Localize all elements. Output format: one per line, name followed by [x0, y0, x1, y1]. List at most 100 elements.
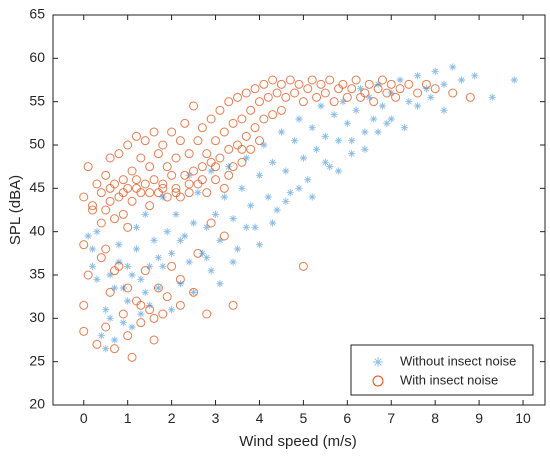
data-point-with-insect-noise [105, 183, 115, 193]
data-point-without-insect-noise [510, 76, 518, 84]
data-point-with-insect-noise [386, 79, 396, 89]
x-tick-label: 2 [168, 410, 176, 426]
y-tick-label: 25 [29, 352, 45, 368]
data-point-with-insect-noise [149, 175, 159, 185]
data-point-with-insect-noise [193, 136, 203, 146]
data-point-with-insect-noise [316, 79, 326, 89]
data-point-without-insect-noise [290, 137, 299, 145]
data-point-with-insect-noise [118, 188, 128, 198]
data-point-with-insect-noise [373, 84, 383, 94]
data-point-with-insect-noise [206, 114, 216, 124]
data-point-with-insect-noise [171, 188, 181, 198]
y-tick-label: 55 [29, 92, 45, 108]
x-tick-label: 8 [431, 410, 439, 426]
data-point-with-insect-noise [193, 248, 203, 258]
data-point-without-insect-noise [387, 115, 395, 123]
data-point-with-insect-noise [96, 188, 106, 198]
data-point-with-insect-noise [430, 84, 440, 94]
data-point-without-insect-noise [348, 137, 356, 145]
data-point-without-insect-noise [132, 245, 141, 253]
data-point-without-insect-noise [154, 284, 163, 292]
data-point-without-insect-noise [84, 232, 92, 240]
data-point-without-insect-noise [471, 72, 479, 80]
data-point-without-insect-noise [277, 128, 286, 136]
data-point-with-insect-noise [92, 339, 102, 349]
data-point-with-insect-noise [123, 331, 133, 341]
data-point-without-insect-noise [110, 336, 119, 344]
data-point-without-insect-noise [247, 202, 255, 210]
x-tick-label: 9 [475, 410, 483, 426]
data-point-without-insect-noise [400, 124, 409, 132]
y-tick-label: 45 [29, 179, 45, 195]
data-point-with-insect-noise [215, 105, 225, 115]
data-point-without-insect-noise [255, 241, 264, 249]
data-point-with-insect-noise [96, 218, 106, 228]
data-point-with-insect-noise [360, 88, 370, 98]
data-point-with-insect-noise [162, 192, 172, 202]
data-point-with-insect-noise [241, 88, 251, 98]
data-point-without-insect-noise [167, 306, 176, 314]
x-tick-label: 1 [124, 410, 132, 426]
data-point-with-insect-noise [268, 110, 278, 120]
data-point-without-insect-noise [413, 72, 422, 80]
data-point-with-insect-noise [140, 136, 150, 146]
legend: Without insect noise With insect noise [350, 344, 534, 396]
data-point-with-insect-noise [105, 153, 115, 163]
data-point-with-insect-noise [145, 201, 155, 211]
data-point-without-insect-noise [154, 254, 163, 262]
data-point-with-insect-noise [105, 196, 115, 206]
data-point-without-insect-noise [255, 171, 264, 179]
data-point-without-insect-noise [115, 241, 123, 249]
data-point-with-insect-noise [395, 84, 405, 94]
data-point-with-insect-noise [175, 192, 185, 202]
data-point-without-insect-noise [141, 210, 149, 218]
data-point-with-insect-noise [197, 162, 207, 172]
data-point-without-insect-noise [268, 219, 277, 227]
x-tick-label: 6 [343, 410, 351, 426]
data-point-without-insect-noise [273, 206, 281, 214]
legend-box [350, 344, 534, 396]
data-point-with-insect-noise [347, 84, 357, 94]
data-point-with-insect-noise [224, 170, 234, 180]
data-point-without-insect-noise [141, 288, 149, 296]
data-point-with-insect-noise [145, 188, 155, 198]
data-point-with-insect-noise [254, 136, 264, 146]
data-point-with-insect-noise [123, 140, 133, 150]
data-point-with-insect-noise [197, 123, 207, 133]
data-point-with-insect-noise [294, 79, 304, 89]
y-tick-label: 35 [29, 266, 45, 282]
data-point-without-insect-noise [203, 254, 211, 262]
data-point-with-insect-noise [101, 244, 111, 254]
data-point-with-insect-noise [167, 170, 177, 180]
y-tick-label: 30 [29, 309, 45, 325]
data-point-without-insect-noise [233, 245, 242, 253]
data-point-without-insect-noise [383, 119, 391, 127]
data-point-without-insect-noise [189, 219, 198, 227]
data-point-with-insect-noise [189, 101, 199, 111]
legend-label-with-insect-noise: With insect noise [400, 372, 498, 387]
data-point-with-insect-noise [136, 300, 146, 310]
data-point-without-insect-noise [176, 236, 185, 244]
data-point-without-insect-noise [189, 288, 198, 296]
data-point-with-insect-noise [180, 118, 190, 128]
data-point-with-insect-noise [189, 166, 199, 176]
data-point-with-insect-noise [298, 261, 308, 271]
data-point-without-insect-noise [348, 150, 356, 158]
data-point-with-insect-noise [171, 153, 181, 163]
data-point-without-insect-noise [238, 184, 246, 192]
data-point-without-insect-noise [312, 145, 321, 153]
data-point-without-insect-noise [220, 193, 228, 201]
data-point-with-insect-noise [92, 179, 102, 189]
data-point-without-insect-noise [216, 236, 224, 244]
data-point-with-insect-noise [329, 97, 339, 107]
data-point-with-insect-noise [404, 79, 414, 89]
data-point-with-insect-noise [448, 88, 458, 98]
data-point-without-insect-noise [264, 193, 272, 201]
data-point-with-insect-noise [79, 326, 89, 336]
data-point-with-insect-noise [131, 175, 141, 185]
data-point-without-insect-noise [102, 306, 110, 314]
data-point-with-insect-noise [272, 88, 282, 98]
y-tick-label: 40 [29, 222, 45, 238]
